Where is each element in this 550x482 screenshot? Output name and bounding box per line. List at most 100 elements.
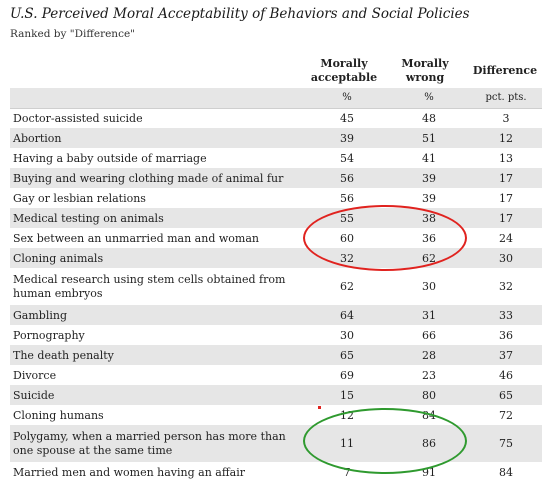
- header-difference: Difference: [472, 64, 538, 77]
- row-label: Cloning animals: [10, 248, 306, 268]
- row-label: Medical testing on animals: [10, 208, 306, 228]
- row-acceptable-value: 55: [306, 208, 388, 228]
- row-label: Gambling: [10, 305, 306, 325]
- row-difference-value: 33: [470, 305, 542, 325]
- row-difference-value: 17: [470, 208, 542, 228]
- row-wrong-value: 80: [388, 385, 470, 405]
- table-row: Pornography 30 66 36: [10, 325, 542, 345]
- row-acceptable-value: 54: [340, 151, 354, 165]
- row-difference-value: 3: [502, 111, 510, 125]
- row-difference-value: 17: [470, 168, 542, 188]
- row-difference-value: 24: [499, 231, 513, 245]
- row-label: Abortion: [10, 128, 306, 148]
- row-wrong-value: 66: [422, 328, 436, 342]
- unit-difference: pct. pts.: [470, 88, 542, 109]
- row-wrong-value: 48: [422, 111, 436, 125]
- row-wrong-value: 84: [422, 408, 436, 422]
- row-label: The death penalty: [10, 345, 306, 365]
- row-acceptable-value: 60: [340, 231, 354, 245]
- row-difference-value: 84: [499, 465, 513, 479]
- row-acceptable-value: 69: [340, 368, 354, 382]
- units-row: % % pct. pts.: [10, 88, 542, 109]
- row-acceptable-value: 30: [340, 328, 354, 342]
- row-difference-value: 75: [470, 425, 542, 462]
- row-label: Pornography: [13, 328, 85, 342]
- row-difference-value: 72: [499, 408, 513, 422]
- row-acceptable-value: 56: [306, 168, 388, 188]
- row-wrong-value: 28: [388, 345, 470, 365]
- moral-acceptability-table: % % pct. pts. Doctor-assisted suicide 45 4…: [10, 88, 542, 482]
- table-row: Married men and women having an affair 7 9…: [10, 462, 542, 482]
- header-acceptable-line1: Morally: [320, 57, 368, 70]
- row-wrong-value: 91: [422, 465, 436, 479]
- row-acceptable-value: 56: [340, 191, 354, 205]
- table-row: Doctor-assisted suicide 45 48 3: [10, 108, 542, 128]
- table-row: Abortion 39 51 12: [10, 128, 542, 148]
- row-wrong-value: 86: [388, 425, 470, 462]
- table-row: The death penalty 65 28 37: [10, 345, 542, 365]
- row-acceptable-value: 64: [306, 305, 388, 325]
- row-difference-value: 13: [499, 151, 513, 165]
- row-difference-value: 37: [470, 345, 542, 365]
- row-acceptable-value: 11: [306, 425, 388, 462]
- header-morally-acceptable: Morally acceptable: [300, 57, 388, 85]
- row-wrong-value: 31: [388, 305, 470, 325]
- row-label: Medical research using stem cells obtain…: [13, 272, 286, 300]
- table-subtitle: Ranked by "Difference": [10, 28, 135, 40]
- row-label: Doctor-assisted suicide: [13, 111, 143, 125]
- row-label: Gay or lesbian relations: [13, 191, 146, 205]
- row-acceptable-value: 12: [340, 408, 354, 422]
- row-acceptable-value: 62: [340, 280, 354, 293]
- table-row: Divorce 69 23 46: [10, 365, 542, 385]
- row-acceptable-value: 45: [340, 111, 354, 125]
- table-row: Medical research using stem cells obtain…: [10, 268, 542, 305]
- table-row: Polygamy, when a married person has more…: [10, 425, 542, 462]
- table-row: Cloning humans 12 84 72: [10, 405, 542, 425]
- table-row: Cloning animals 32 62 30: [10, 248, 542, 268]
- header-acceptable-line2: acceptable: [310, 71, 378, 84]
- header-wrong-line1: Morally: [401, 57, 449, 70]
- row-label: Polygamy, when a married person has more…: [10, 425, 306, 462]
- table-row: Buying and wearing clothing made of anim…: [10, 168, 542, 188]
- row-wrong-value: 30: [422, 280, 436, 293]
- row-wrong-value: 39: [388, 168, 470, 188]
- row-difference-value: 30: [470, 248, 542, 268]
- row-difference-value: 36: [499, 328, 513, 342]
- row-difference-value: 32: [499, 280, 513, 293]
- unit-wrong: %: [388, 88, 470, 109]
- table-row: Having a baby outside of marriage 54 41 13: [10, 148, 542, 168]
- table-row: Suicide 15 80 65: [10, 385, 542, 405]
- table-row: Gay or lesbian relations 56 39 17: [10, 188, 542, 208]
- row-label: Having a baby outside of marriage: [13, 151, 207, 165]
- row-wrong-value: 39: [422, 191, 436, 205]
- header-wrong-line2: wrong: [405, 71, 445, 84]
- row-difference-value: 12: [470, 128, 542, 148]
- red-dot-mark: [318, 406, 321, 409]
- row-wrong-value: 41: [422, 151, 436, 165]
- table-row: Medical testing on animals 55 38 17: [10, 208, 542, 228]
- row-wrong-value: 62: [388, 248, 470, 268]
- row-wrong-value: 36: [422, 231, 436, 245]
- row-acceptable-value: 39: [306, 128, 388, 148]
- table-title: U.S. Perceived Moral Acceptability of Be…: [10, 6, 470, 22]
- row-label: Cloning humans: [13, 408, 104, 422]
- row-wrong-value: 51: [388, 128, 470, 148]
- row-label: Buying and wearing clothing made of anim…: [10, 168, 306, 188]
- header-morally-wrong: Morally wrong: [385, 57, 465, 85]
- row-label: Married men and women having an affair: [13, 465, 246, 479]
- row-acceptable-value: 7: [343, 465, 351, 479]
- row-difference-value: 46: [499, 368, 513, 382]
- row-wrong-value: 23: [422, 368, 436, 382]
- table-body: % % pct. pts. Doctor-assisted suicide 45 4…: [10, 88, 542, 482]
- row-difference-value: 17: [499, 191, 513, 205]
- row-label: Divorce: [13, 368, 57, 382]
- units-label-cell: [10, 88, 306, 109]
- row-acceptable-value: 15: [306, 385, 388, 405]
- row-wrong-value: 38: [388, 208, 470, 228]
- table-row: Sex between an unmarried man and woman 60…: [10, 228, 542, 248]
- row-label: Suicide: [10, 385, 306, 405]
- unit-acceptable: %: [306, 88, 388, 109]
- table-row: Gambling 64 31 33: [10, 305, 542, 325]
- row-acceptable-value: 65: [306, 345, 388, 365]
- row-label: Sex between an unmarried man and woman: [13, 231, 259, 245]
